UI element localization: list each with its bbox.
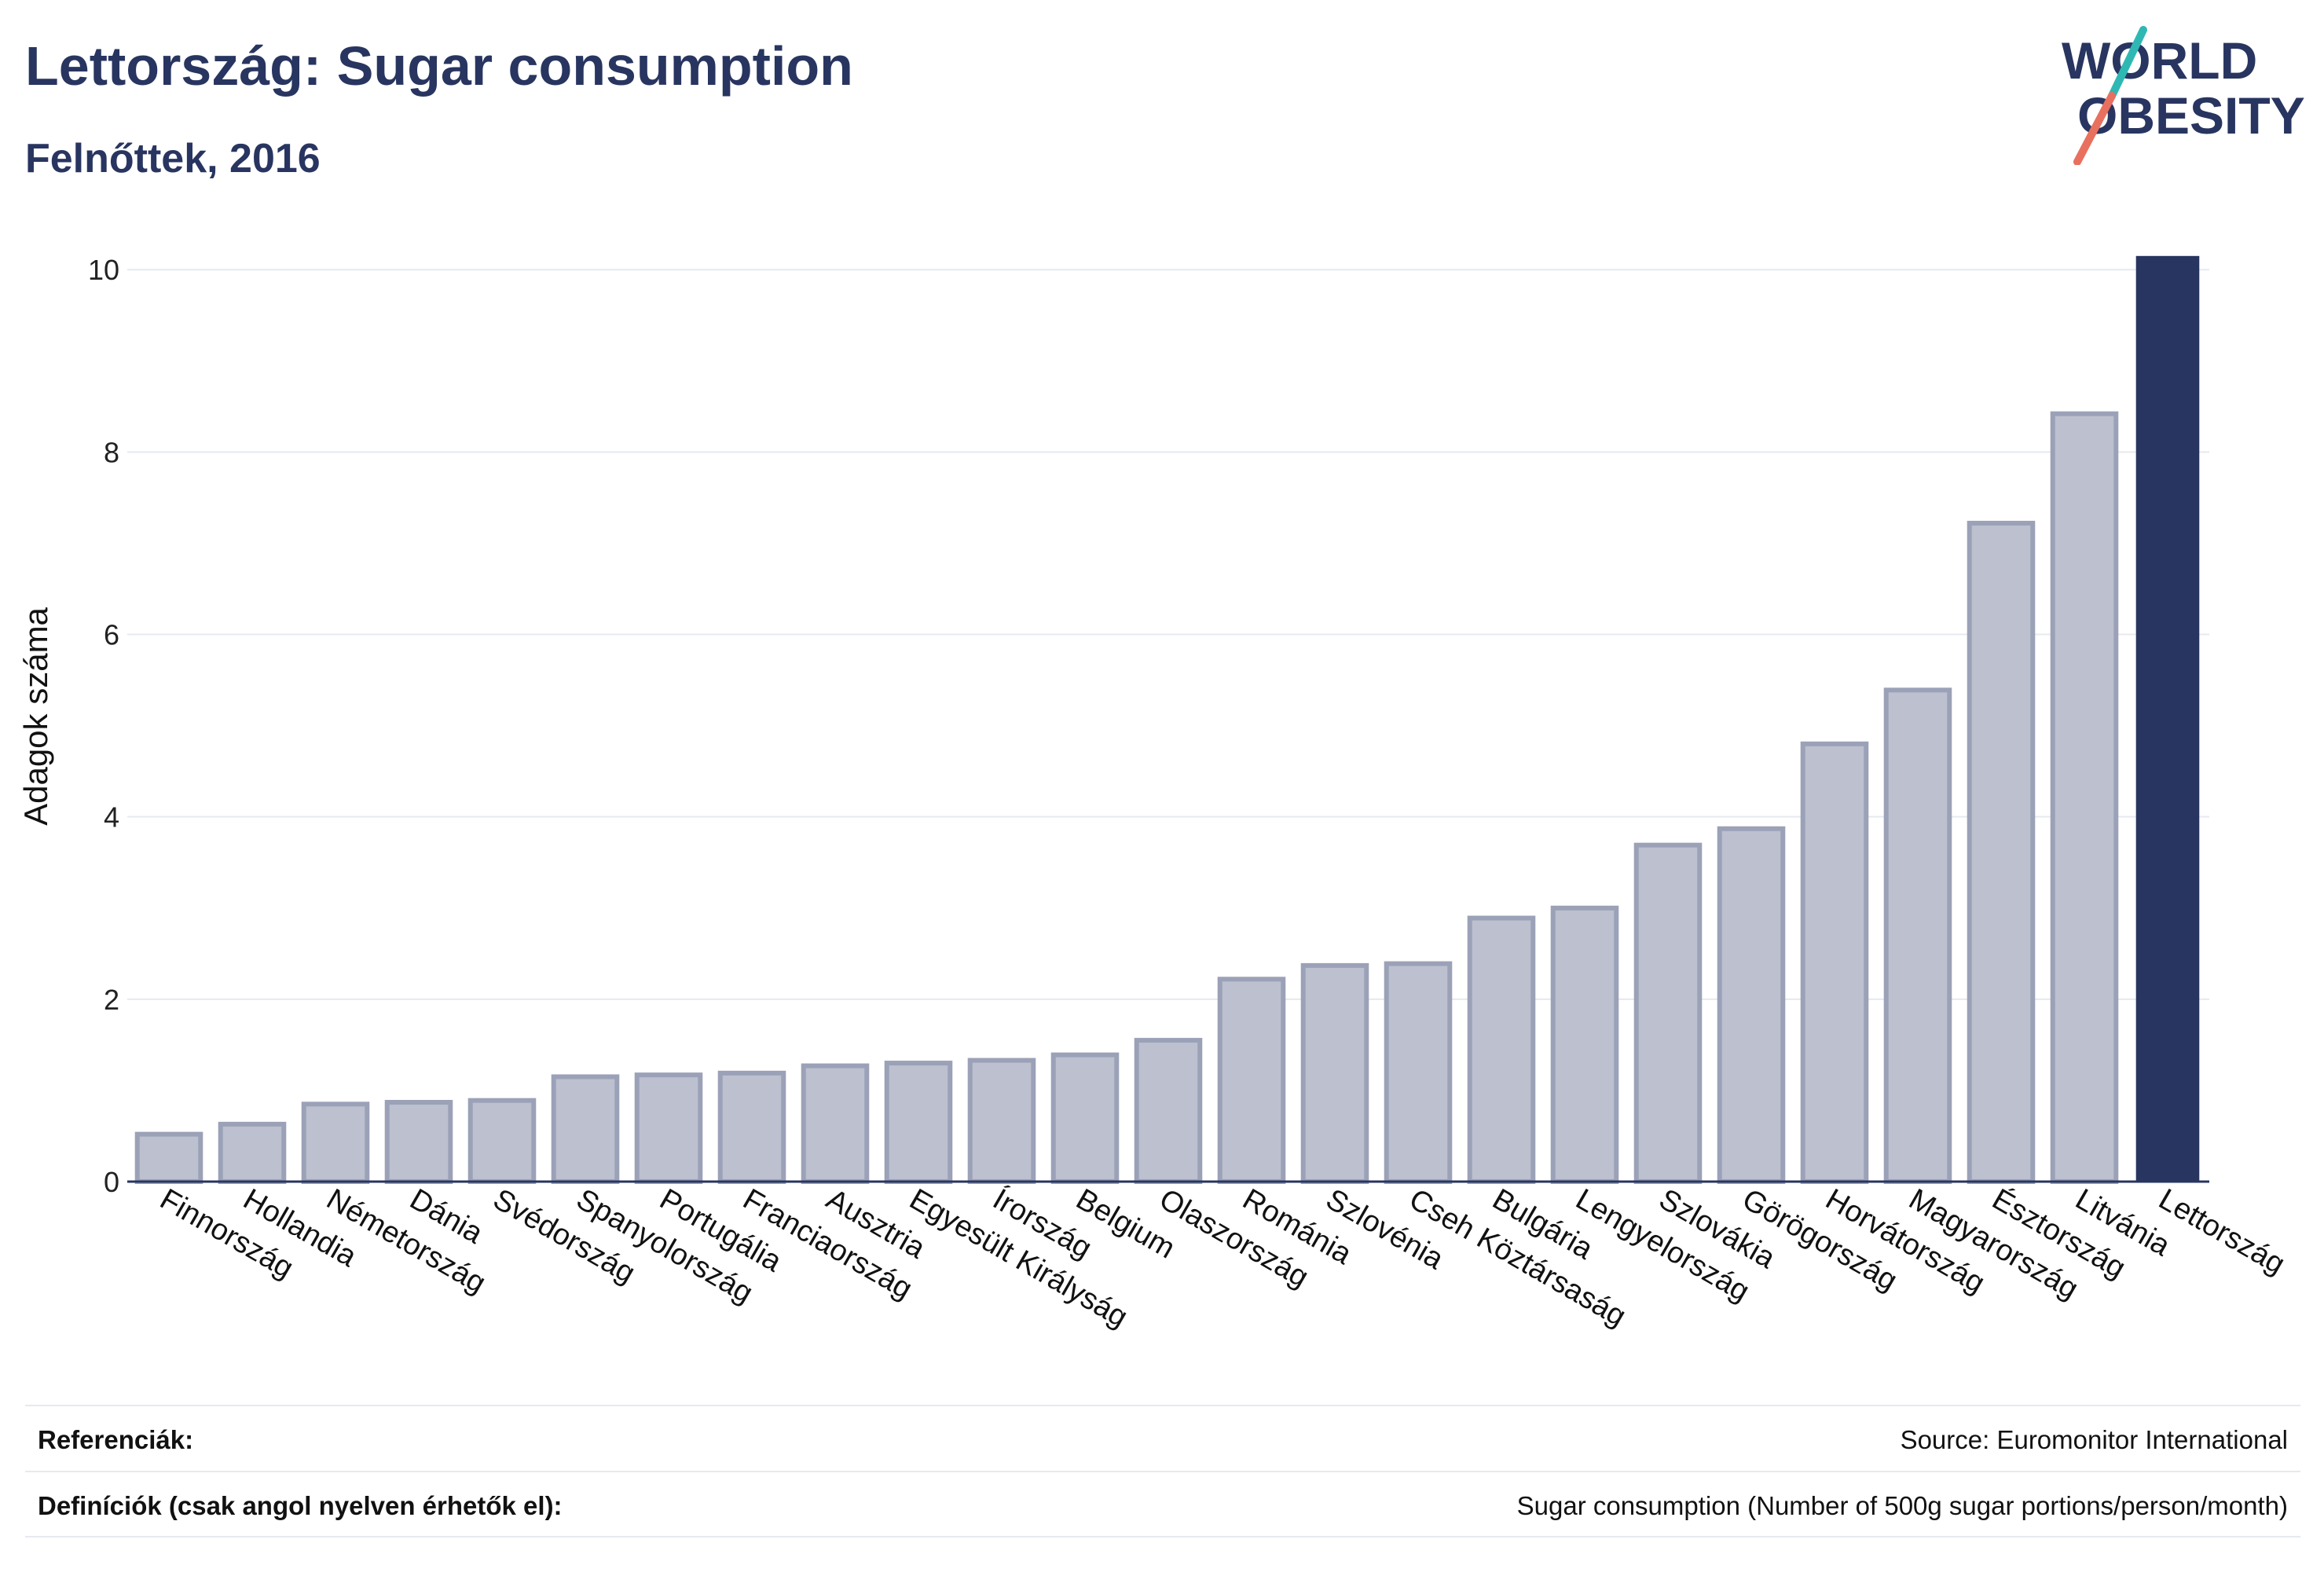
bar bbox=[1134, 1038, 1203, 1185]
definitions-row: Definíciók (csak angol nyelven érhetők e… bbox=[25, 1471, 2300, 1537]
y-tick-label: 6 bbox=[104, 619, 119, 651]
bar bbox=[634, 1072, 703, 1184]
definitions-value: Sugar consumption (Number of 500g sugar … bbox=[1516, 1491, 2288, 1520]
bar bbox=[1967, 520, 2036, 1184]
bar bbox=[1050, 1052, 1120, 1185]
bar bbox=[2050, 411, 2119, 1184]
bar bbox=[218, 1121, 287, 1185]
bar bbox=[1300, 962, 1369, 1185]
bar bbox=[1467, 915, 1536, 1184]
logo-slash-coral bbox=[2073, 92, 2116, 165]
bar bbox=[1883, 687, 1952, 1184]
y-tick-label: 4 bbox=[104, 801, 119, 834]
bar bbox=[467, 1098, 537, 1184]
bar bbox=[717, 1070, 786, 1185]
bar bbox=[551, 1074, 620, 1184]
logo-slash-teal bbox=[2108, 26, 2147, 100]
references-row: Referenciák: Source: Euromonitor Interna… bbox=[25, 1405, 2300, 1471]
bar bbox=[134, 1131, 203, 1184]
references-label: Referenciák: bbox=[38, 1425, 194, 1454]
bar bbox=[1550, 905, 1619, 1184]
y-axis-label: Adagok száma bbox=[17, 607, 54, 825]
bar bbox=[801, 1063, 870, 1185]
bar bbox=[301, 1101, 370, 1185]
bar-chart: 0 2 4 6 8 10 FinnországHollandiaNémetországDá… bbox=[17, 254, 2291, 1335]
bar bbox=[1800, 741, 1869, 1184]
chart-subtitle: Felnőttek, 2016 bbox=[25, 136, 321, 181]
y-tick-label: 10 bbox=[88, 254, 119, 286]
y-axis-ticks: 0 2 4 6 8 10 bbox=[88, 254, 119, 1198]
bar bbox=[1384, 961, 1453, 1184]
bar bbox=[1717, 826, 1786, 1185]
x-tick-label: Lettország bbox=[2154, 1182, 2291, 1281]
bar bbox=[384, 1100, 453, 1184]
y-tick-label: 8 bbox=[104, 436, 119, 468]
bar bbox=[2135, 255, 2200, 1182]
references-value: Source: Euromonitor International bbox=[1900, 1425, 2288, 1454]
world-obesity-logo: WORLD OBESITY bbox=[2062, 26, 2305, 165]
logo-text-world: WORLD bbox=[2062, 31, 2257, 90]
footer-divider bbox=[25, 1536, 2300, 1538]
y-tick-label: 0 bbox=[104, 1166, 119, 1198]
bar bbox=[1633, 842, 1703, 1184]
bar bbox=[884, 1061, 953, 1184]
y-tick-label: 2 bbox=[104, 984, 119, 1016]
bar bbox=[967, 1057, 1036, 1185]
bar bbox=[1217, 977, 1286, 1185]
bars bbox=[134, 255, 2200, 1185]
definitions-label: Definíciók (csak angol nyelven érhetők e… bbox=[38, 1491, 563, 1520]
chart-title: Lettország: Sugar consumption bbox=[25, 35, 853, 97]
